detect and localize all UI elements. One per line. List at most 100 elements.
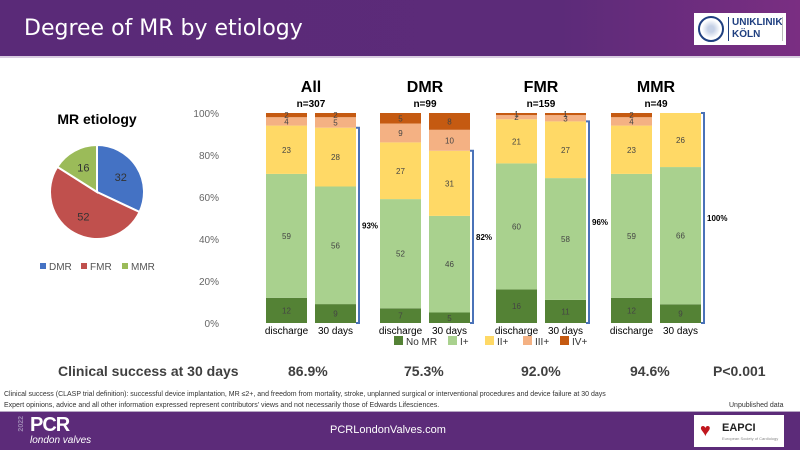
bar-segment-i-plus bbox=[496, 163, 537, 290]
bar-segment-no-mr bbox=[380, 308, 421, 323]
bar-data-label: 31 bbox=[445, 179, 454, 188]
bar-segment-iii-plus bbox=[496, 115, 537, 120]
bar-segment-i-plus bbox=[545, 178, 586, 300]
clinical-success-all: 86.9% bbox=[288, 363, 328, 379]
bar-data-label: 16 bbox=[512, 302, 521, 311]
bar-data-label: 59 bbox=[627, 232, 636, 241]
bar-segment-ii-plus bbox=[429, 150, 470, 216]
bar-segment-ii-plus bbox=[660, 113, 701, 168]
bar-data-label: 21 bbox=[512, 137, 521, 146]
pie-legend-swatch-dmr bbox=[40, 263, 46, 269]
footer-divider bbox=[0, 411, 800, 412]
bar-segment-iii-plus bbox=[266, 117, 307, 126]
pie-slice-dmr bbox=[96, 143, 145, 214]
header-divider bbox=[0, 56, 800, 58]
bracket-label: 93% bbox=[362, 221, 378, 230]
bar-data-label: 2 bbox=[333, 111, 338, 120]
bracket-label: 100% bbox=[707, 214, 727, 223]
bar-data-label: 4 bbox=[284, 117, 289, 126]
group-n-mmr: n=49 bbox=[644, 99, 668, 110]
pie-slice-fmr bbox=[49, 165, 141, 240]
group-title-mmr: MMR bbox=[637, 79, 676, 96]
bar-segment-ii-plus bbox=[611, 125, 652, 174]
group-title-dmr: DMR bbox=[407, 79, 444, 96]
pie-legend-swatch-mmr bbox=[122, 263, 128, 269]
pie-slice-mmr bbox=[55, 143, 98, 194]
legend-label: III+ bbox=[535, 337, 549, 348]
bracket-label: 82% bbox=[476, 233, 492, 242]
bar-segment-no-mr bbox=[315, 304, 356, 323]
x-tick-label: discharge bbox=[495, 326, 539, 337]
pie-data-label: 32 bbox=[115, 172, 127, 184]
bar-data-label: 4 bbox=[629, 117, 634, 126]
website-link[interactable]: PCRLondonValves.com bbox=[330, 424, 446, 436]
group-title-all: All bbox=[301, 79, 321, 96]
bar-data-label: 12 bbox=[627, 306, 636, 315]
uniklinik-logo: UNIKLINIK KÖLN bbox=[694, 13, 786, 45]
bar-data-label: 12 bbox=[282, 306, 291, 315]
y-tick-label: 0% bbox=[205, 319, 220, 330]
bar-segment-i-plus bbox=[429, 215, 470, 313]
group-n-fmr: n=159 bbox=[527, 99, 556, 110]
group-title-fmr: FMR bbox=[524, 79, 559, 96]
header-bar bbox=[0, 0, 800, 56]
x-tick-label: 30 days bbox=[318, 326, 353, 337]
success-bracket bbox=[470, 149, 474, 324]
eapci-logo: ♥ EAPCI European Society of Cardiology bbox=[694, 415, 784, 447]
bar-segment-i-plus bbox=[611, 173, 652, 298]
bar-data-label: 27 bbox=[561, 146, 570, 155]
logo-line2: KÖLN bbox=[732, 29, 761, 40]
bar-data-label: 59 bbox=[282, 232, 291, 241]
legend-swatch-i-plus bbox=[448, 336, 457, 345]
legend-label: I+ bbox=[460, 337, 469, 348]
y-tick-label: 20% bbox=[199, 277, 219, 288]
legend-label: IV+ bbox=[572, 337, 587, 348]
bar-segment-no-mr bbox=[266, 297, 307, 323]
bar-segment-iv-plus bbox=[545, 113, 586, 116]
bar-segment-iii-plus bbox=[380, 123, 421, 143]
bar-data-label: 10 bbox=[445, 136, 454, 145]
bar-data-label: 28 bbox=[331, 153, 340, 162]
bar-segment-no-mr bbox=[429, 312, 470, 323]
bar-segment-iv-plus bbox=[496, 113, 537, 116]
x-tick-label: 30 days bbox=[548, 326, 583, 337]
group-n-dmr: n=99 bbox=[413, 99, 437, 110]
logo-divider-right bbox=[782, 17, 783, 41]
legend-label: No MR bbox=[406, 337, 437, 348]
bar-data-label: 9 bbox=[333, 310, 338, 319]
unpublished-note: Unpublished data bbox=[729, 402, 784, 409]
pcr-subtitle: london valves bbox=[30, 435, 92, 446]
bar-segment-iii-plus bbox=[611, 117, 652, 126]
bar-data-label: 2 bbox=[284, 111, 289, 120]
bar-segment-ii-plus bbox=[380, 142, 421, 200]
pcr-year: 2022 bbox=[18, 416, 25, 432]
x-tick-label: discharge bbox=[379, 326, 423, 337]
clinical-success-dmr: 75.3% bbox=[404, 363, 444, 379]
bar-segment-no-mr bbox=[611, 297, 652, 323]
bar-segment-ii-plus bbox=[315, 127, 356, 187]
x-tick-label: 30 days bbox=[663, 326, 698, 337]
bar-segment-iv-plus bbox=[266, 113, 307, 118]
bar-data-label: 7 bbox=[398, 312, 403, 321]
bar-segment-ii-plus bbox=[545, 121, 586, 179]
pie-legend-label-fmr: FMR bbox=[90, 262, 112, 273]
clinical-success-label: Clinical success at 30 days bbox=[58, 363, 239, 379]
logo-text: UNIKLINIK KÖLN bbox=[732, 17, 783, 41]
y-tick-label: 40% bbox=[199, 235, 219, 246]
bar-data-label: 27 bbox=[396, 167, 405, 176]
bar-segment-i-plus bbox=[660, 167, 701, 305]
bar-data-label: 5 bbox=[447, 314, 452, 323]
pie-data-label: 16 bbox=[77, 162, 89, 174]
footer-bar bbox=[0, 412, 800, 450]
bar-data-label: 23 bbox=[282, 146, 291, 155]
bar-data-label: 26 bbox=[676, 136, 685, 145]
bar-data-label: 3 bbox=[563, 114, 568, 123]
legend-swatch-ii-plus bbox=[485, 336, 494, 345]
definition-note: Clinical success (CLASP trial definition… bbox=[4, 391, 606, 398]
bar-data-label: 2 bbox=[514, 113, 519, 122]
bar-data-label: 56 bbox=[331, 241, 340, 250]
bar-data-label: 1 bbox=[514, 110, 519, 119]
bar-segment-no-mr bbox=[545, 299, 586, 323]
logo-divider bbox=[728, 17, 729, 41]
